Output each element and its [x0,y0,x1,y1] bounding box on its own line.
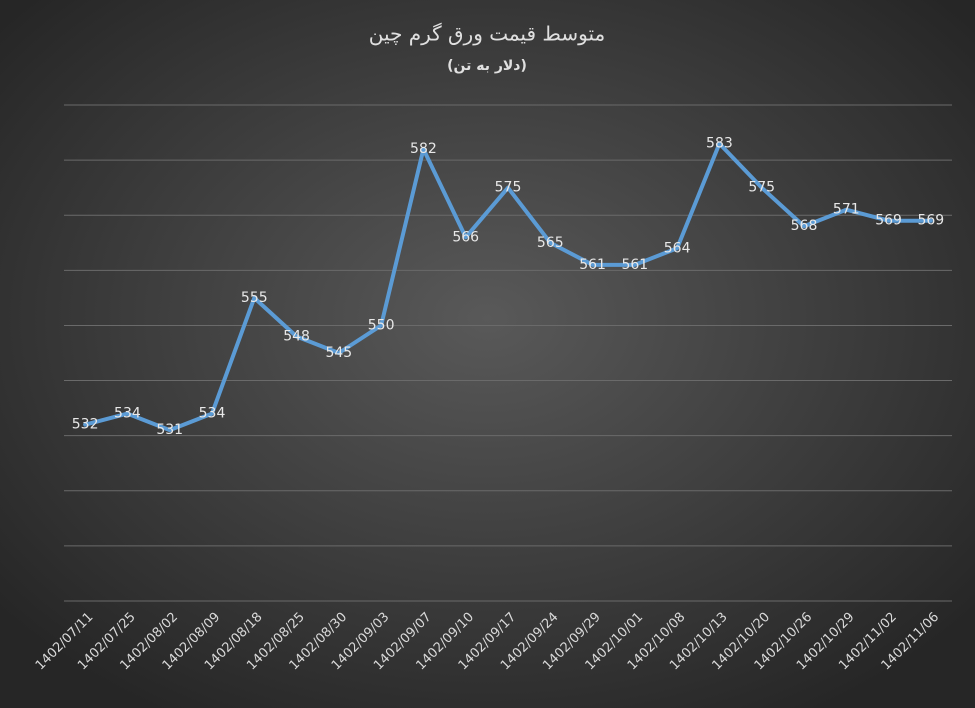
data-label: 564 [664,240,691,256]
data-label: 534 [199,406,226,422]
data-label: 532 [72,417,99,433]
data-label: 561 [579,257,606,273]
data-label: 534 [114,406,141,422]
data-label: 545 [325,345,352,361]
chart-subtitle: (دلار به تن) [447,58,527,74]
data-label: 582 [410,141,437,157]
line [83,141,933,433]
data-label: 531 [156,422,183,438]
data-label: 565 [537,235,564,251]
data-label: 571 [833,202,860,218]
data-label: 550 [368,317,395,333]
data-label: 569 [875,213,902,229]
data-label: 561 [621,257,648,273]
data-label: 566 [452,229,479,245]
data-label: 583 [706,136,733,152]
data-label: 569 [917,213,944,229]
data-label: 575 [495,180,522,196]
chart-title: متوسط قیمت ورق گرم چین [369,22,605,46]
data-label: 575 [748,180,775,196]
data-label: 555 [241,290,268,306]
data-label: 548 [283,328,310,344]
data-label: 568 [791,218,818,234]
